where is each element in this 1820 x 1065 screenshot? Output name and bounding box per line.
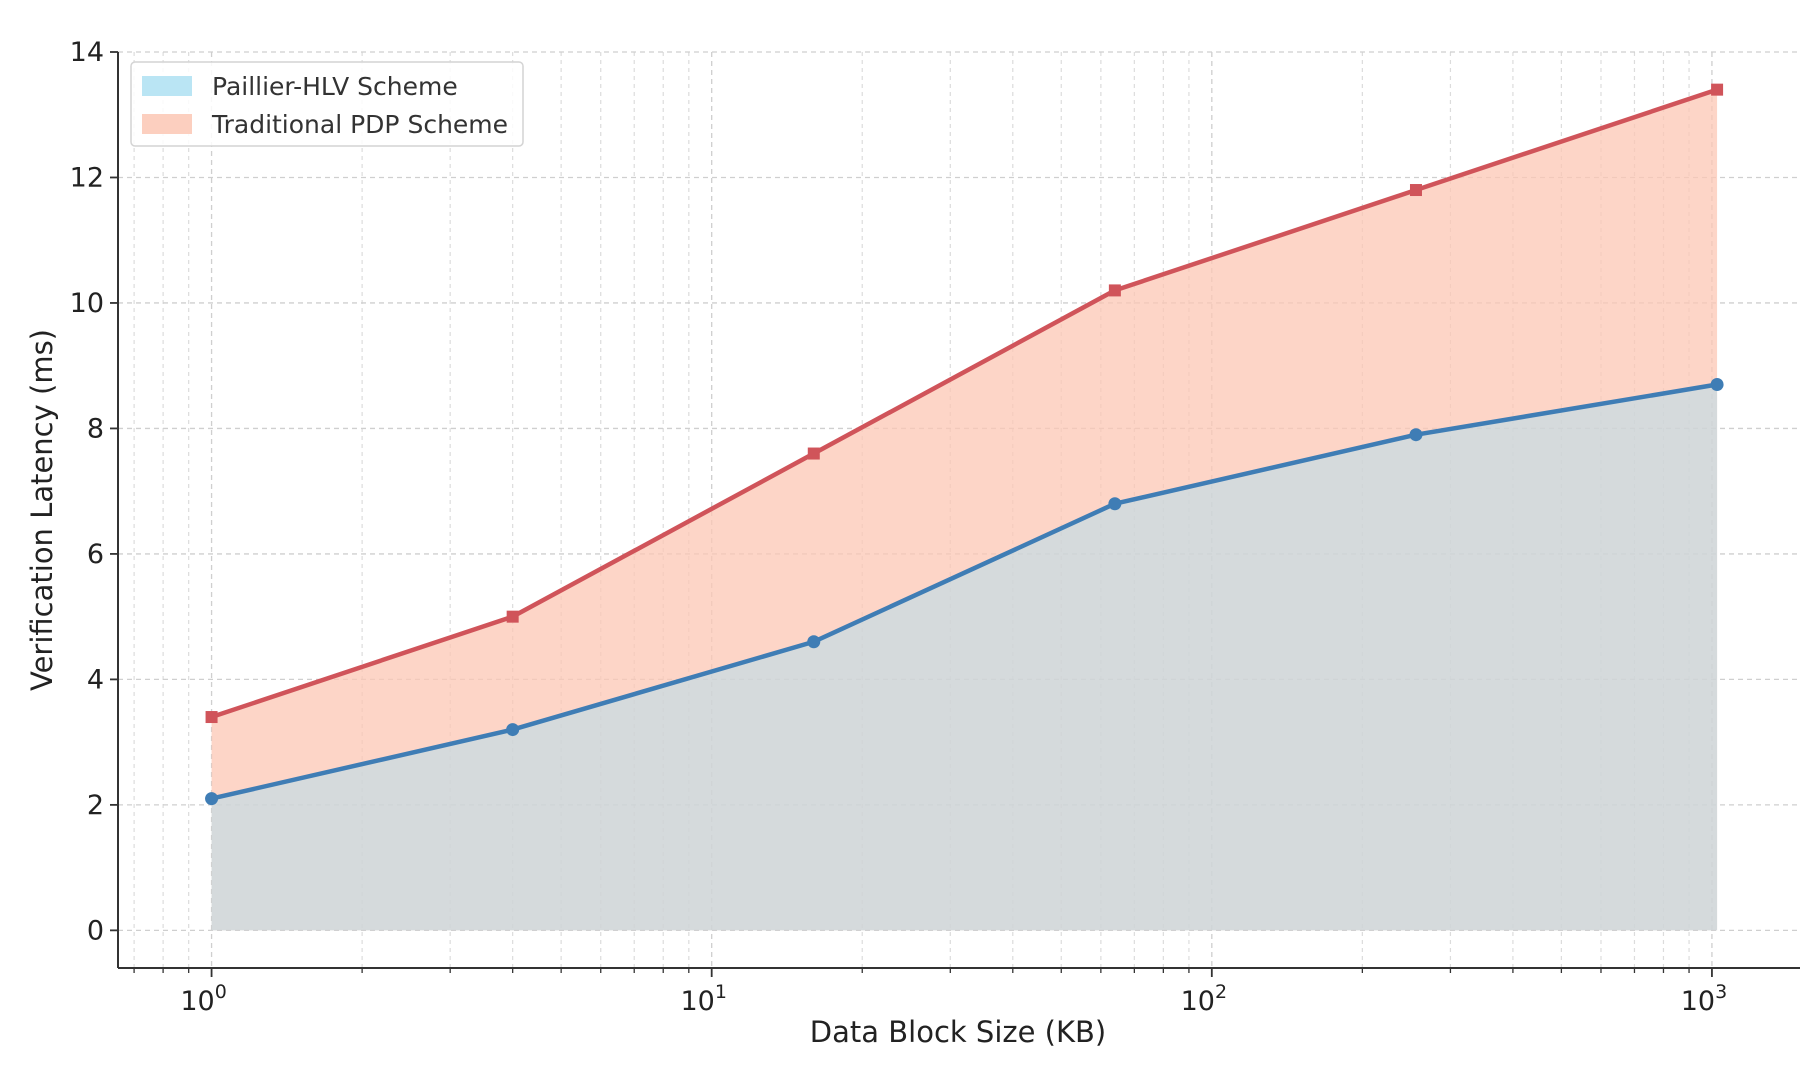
point-paillier-hlv bbox=[506, 723, 520, 737]
legend-swatch bbox=[142, 76, 192, 96]
legend-swatch bbox=[142, 114, 192, 134]
point-paillier-hlv bbox=[1710, 378, 1724, 392]
point-paillier-hlv bbox=[807, 635, 821, 649]
x-tick-label: 100 bbox=[180, 981, 226, 1017]
y-tick-label: 8 bbox=[87, 413, 104, 444]
point-paillier-hlv bbox=[1409, 428, 1423, 442]
y-axis-label: Verification Latency (ms) bbox=[25, 329, 59, 691]
x-tick-label: 101 bbox=[680, 981, 726, 1017]
point-traditional-pdp bbox=[807, 447, 820, 460]
axes bbox=[117, 52, 1800, 969]
legend: Paillier-HLV Scheme Traditional PDP Schem… bbox=[130, 61, 524, 147]
y-tick-label: 6 bbox=[87, 539, 104, 570]
point-paillier-hlv bbox=[205, 792, 219, 806]
y-tick-label: 4 bbox=[87, 664, 104, 695]
tick-labels: 0 2 4 6 8 10 12 14 100 101 102 103 bbox=[70, 37, 1728, 1017]
x-axis-label: Data Block Size (KB) bbox=[810, 1015, 1106, 1049]
point-paillier-hlv bbox=[1108, 497, 1122, 511]
legend-label: Traditional PDP Scheme bbox=[211, 110, 508, 139]
point-traditional-pdp bbox=[1409, 184, 1422, 197]
y-tick-label: 14 bbox=[70, 37, 104, 68]
y-tick-label: 12 bbox=[70, 162, 104, 193]
line-paillier-hlv bbox=[211, 382, 1718, 801]
line-traditional-pdp bbox=[210, 87, 1718, 720]
area-paillier-hlv bbox=[211, 384, 1718, 931]
point-traditional-pdp bbox=[205, 711, 218, 724]
y-tick-label: 10 bbox=[70, 288, 104, 319]
y-tick-label: 2 bbox=[87, 790, 104, 821]
x-tick-label: 102 bbox=[1181, 981, 1227, 1017]
series-markers bbox=[205, 83, 1724, 806]
x-tick-label: 103 bbox=[1681, 981, 1727, 1017]
point-traditional-pdp bbox=[1711, 83, 1724, 96]
point-traditional-pdp bbox=[506, 610, 519, 623]
y-tick-label: 0 bbox=[87, 915, 104, 946]
series-areas bbox=[211, 89, 1718, 931]
point-traditional-pdp bbox=[1108, 284, 1121, 297]
legend-box bbox=[130, 61, 524, 147]
legend-label: Paillier-HLV Scheme bbox=[212, 72, 458, 101]
series-lines bbox=[210, 87, 1718, 801]
